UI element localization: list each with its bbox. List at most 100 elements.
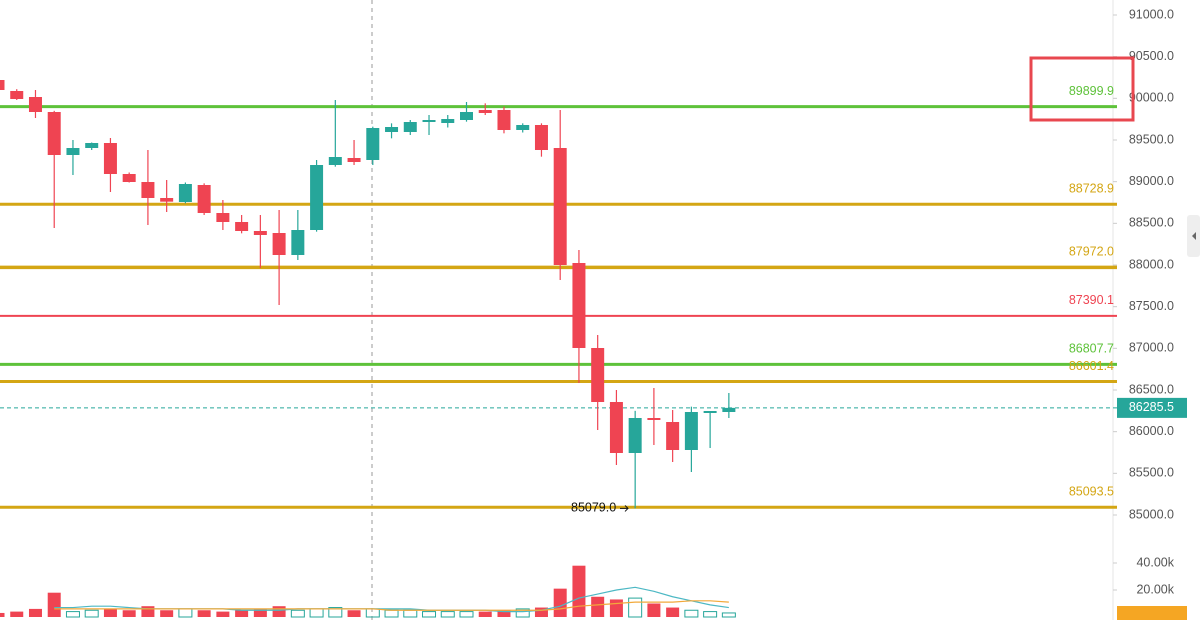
- volume-bar: [235, 610, 249, 617]
- y-tick-label: 86500.0: [1129, 382, 1174, 396]
- candle-body: [0, 80, 5, 90]
- volume-bar: [0, 612, 5, 617]
- y-tick-label: 90500.0: [1129, 49, 1174, 63]
- volume-bar: [65, 611, 80, 618]
- y-tick-label: 89500.0: [1129, 132, 1174, 146]
- volume-bar: [290, 609, 305, 618]
- candle-body: [366, 128, 380, 160]
- volume-bar: [440, 611, 455, 618]
- volume-bar: [572, 565, 586, 617]
- volume-bar: [122, 610, 136, 617]
- candle-body: [722, 407, 736, 412]
- level-label: 86807.7: [1069, 342, 1114, 356]
- y-tick-label: 86000.0: [1129, 424, 1174, 438]
- level-label: 88728.9: [1069, 182, 1114, 196]
- axis-badge: [1117, 606, 1187, 620]
- volume-bar: [309, 608, 324, 618]
- candle-body: [441, 119, 455, 123]
- y-tick-label: 90000.0: [1129, 91, 1174, 105]
- candle-body: [197, 185, 211, 213]
- candle-body: [272, 233, 286, 255]
- highlight-box: [1029, 56, 1135, 122]
- candle-body: [160, 198, 174, 202]
- volume-tick-label: 20.00k: [1136, 582, 1174, 596]
- volume-bar: [365, 608, 380, 618]
- candle-body: [310, 165, 324, 230]
- candle-body: [403, 122, 417, 132]
- candle-body: [66, 148, 80, 155]
- candle-body: [291, 230, 305, 255]
- volume-ma-line: [54, 586, 729, 613]
- candle-body: [647, 418, 661, 420]
- candle-body: [216, 213, 230, 222]
- y-tick-label: 88000.0: [1129, 257, 1174, 271]
- volume-bar: [10, 611, 24, 617]
- candle-body: [553, 148, 567, 265]
- volume-bar: [666, 607, 680, 617]
- candle-body: [47, 112, 61, 155]
- volume-bar: [216, 611, 230, 617]
- volume-bar: [628, 597, 643, 618]
- level-label: 87972.0: [1069, 245, 1114, 259]
- volume-bar: [534, 607, 548, 617]
- volume-bar: [384, 609, 399, 618]
- volume-ma-line: [54, 600, 729, 611]
- volume-bar: [647, 603, 661, 617]
- candle-body: [591, 348, 605, 402]
- level-label: 86601.4: [1069, 359, 1114, 373]
- volume-bar: [178, 608, 193, 618]
- volume-bar: [422, 611, 437, 618]
- candle-body: [478, 110, 492, 113]
- volume-bar: [703, 611, 718, 618]
- level-label: 85093.5: [1069, 485, 1114, 499]
- volume-bar: [103, 608, 117, 617]
- volume-bar: [721, 612, 736, 618]
- candle-body: [534, 125, 548, 150]
- volume-tick-label: 40.00k: [1136, 555, 1174, 569]
- candle-body: [178, 184, 192, 202]
- volume-bar: [160, 610, 174, 617]
- volume-bar: [684, 609, 699, 618]
- candle-body: [460, 112, 473, 120]
- volume-bar: [28, 608, 42, 617]
- y-tick-label: 88500.0: [1129, 216, 1174, 230]
- price-axis: 85000.0 85500.0 86000.0 86500.0 87000.0 87500…: [1113, 7, 1187, 521]
- candle-body: [122, 174, 136, 182]
- candle-body: [28, 97, 42, 112]
- volume-bar: [197, 610, 211, 617]
- candle-body: [684, 412, 698, 450]
- candle-body: [516, 125, 530, 130]
- volume-pane: 20.00k 40.00k: [0, 555, 1175, 618]
- low-marker-label: 85079.0: [571, 501, 616, 515]
- last-price-box: [1117, 397, 1187, 418]
- volume-bar: [141, 606, 155, 617]
- volume-bar: [553, 588, 567, 617]
- scroll-arrow: [1192, 232, 1196, 240]
- y-tick-label: 85500.0: [1129, 466, 1174, 480]
- candle-body: [422, 120, 436, 122]
- volume-bar: [84, 609, 99, 618]
- candle-body: [10, 91, 24, 99]
- candle-body: [347, 158, 361, 162]
- candle-body: [628, 418, 642, 453]
- y-tick-label: 87000.0: [1129, 341, 1174, 355]
- y-tick-label: 91000.0: [1129, 7, 1174, 21]
- volume-bar: [272, 606, 286, 617]
- candles: 85079.0: [0, 80, 736, 515]
- y-tick-label: 85000.0: [1129, 507, 1174, 521]
- candle-body: [572, 263, 586, 348]
- candle-body: [666, 422, 680, 450]
- y-tick-label: 89000.0: [1129, 174, 1174, 188]
- volume-bar: [47, 592, 61, 617]
- volume-bar: [328, 607, 343, 618]
- candle-body: [235, 222, 249, 231]
- volume-bar: [347, 610, 361, 617]
- levels: 89899.9 88728.9 87972.0 87390.1 86807.7 86601…: [0, 84, 1117, 509]
- volume-bar: [497, 610, 511, 617]
- volume-bar: [609, 599, 623, 617]
- candle-body: [85, 143, 99, 148]
- volume-bar: [459, 611, 474, 618]
- candle-body: [253, 231, 267, 235]
